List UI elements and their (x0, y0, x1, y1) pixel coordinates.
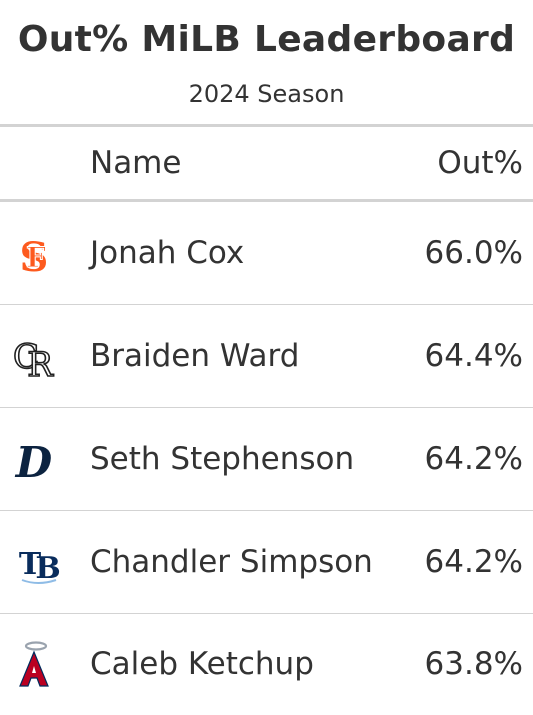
out-pct-value: 64.4% (424, 338, 523, 374)
colorado-rockies-logo-icon: C R (12, 336, 55, 382)
table-row: T B Chandler Simpson 64.2% (0, 511, 533, 614)
out-pct-value: 66.0% (424, 235, 523, 271)
leaderboard-table: Name Out% S F Jonah Cox 66.0% C R Braide (0, 124, 533, 714)
svg-text:B: B (35, 551, 60, 586)
sf-giants-logo-icon: S F (20, 234, 49, 279)
page-title: Out% MiLB Leaderboard (17, 19, 516, 60)
svg-text:S: S (20, 234, 49, 279)
table-header: Name Out% (0, 124, 533, 202)
player-name: Braiden Ward (90, 338, 300, 374)
table-row: Caleb Ketchup 63.8% (0, 614, 533, 714)
out-pct-value: 64.2% (424, 441, 523, 477)
column-header-out-pct: Out% (437, 145, 523, 181)
player-name: Jonah Cox (90, 235, 245, 271)
player-name: Seth Stephenson (90, 441, 355, 477)
svg-text:T: T (19, 547, 42, 582)
svg-text:D: D (15, 438, 53, 485)
player-name: Chandler Simpson (90, 544, 373, 580)
column-header-name: Name (90, 145, 182, 181)
table-row: D Seth Stephenson 64.2% (0, 408, 533, 511)
out-pct-value: 63.8% (424, 646, 523, 682)
svg-text:F: F (26, 241, 46, 274)
la-angels-logo-icon (19, 641, 49, 687)
player-name: Caleb Ketchup (90, 646, 314, 682)
out-pct-value: 64.2% (424, 544, 523, 580)
svg-text:C: C (13, 337, 39, 377)
table-row: C R Braiden Ward 64.4% (0, 305, 533, 408)
page-subtitle: 2024 Season (188, 80, 345, 108)
tampa-bay-rays-logo-icon: T B (19, 547, 61, 586)
table-row: S F Jonah Cox 66.0% (0, 202, 533, 305)
detroit-tigers-logo-icon: D (15, 438, 53, 485)
svg-text:R: R (27, 345, 54, 382)
